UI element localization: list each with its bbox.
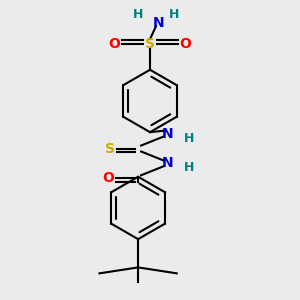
Text: S: S	[105, 142, 115, 155]
Text: H: H	[133, 8, 143, 21]
Text: H: H	[184, 161, 194, 174]
Text: S: S	[145, 37, 155, 51]
Text: O: O	[103, 171, 114, 185]
Text: O: O	[180, 37, 192, 51]
Text: N: N	[153, 16, 165, 30]
Text: H: H	[184, 132, 194, 145]
Text: O: O	[108, 37, 120, 51]
Text: N: N	[162, 127, 174, 141]
Text: H: H	[169, 8, 179, 21]
Text: N: N	[162, 156, 174, 170]
